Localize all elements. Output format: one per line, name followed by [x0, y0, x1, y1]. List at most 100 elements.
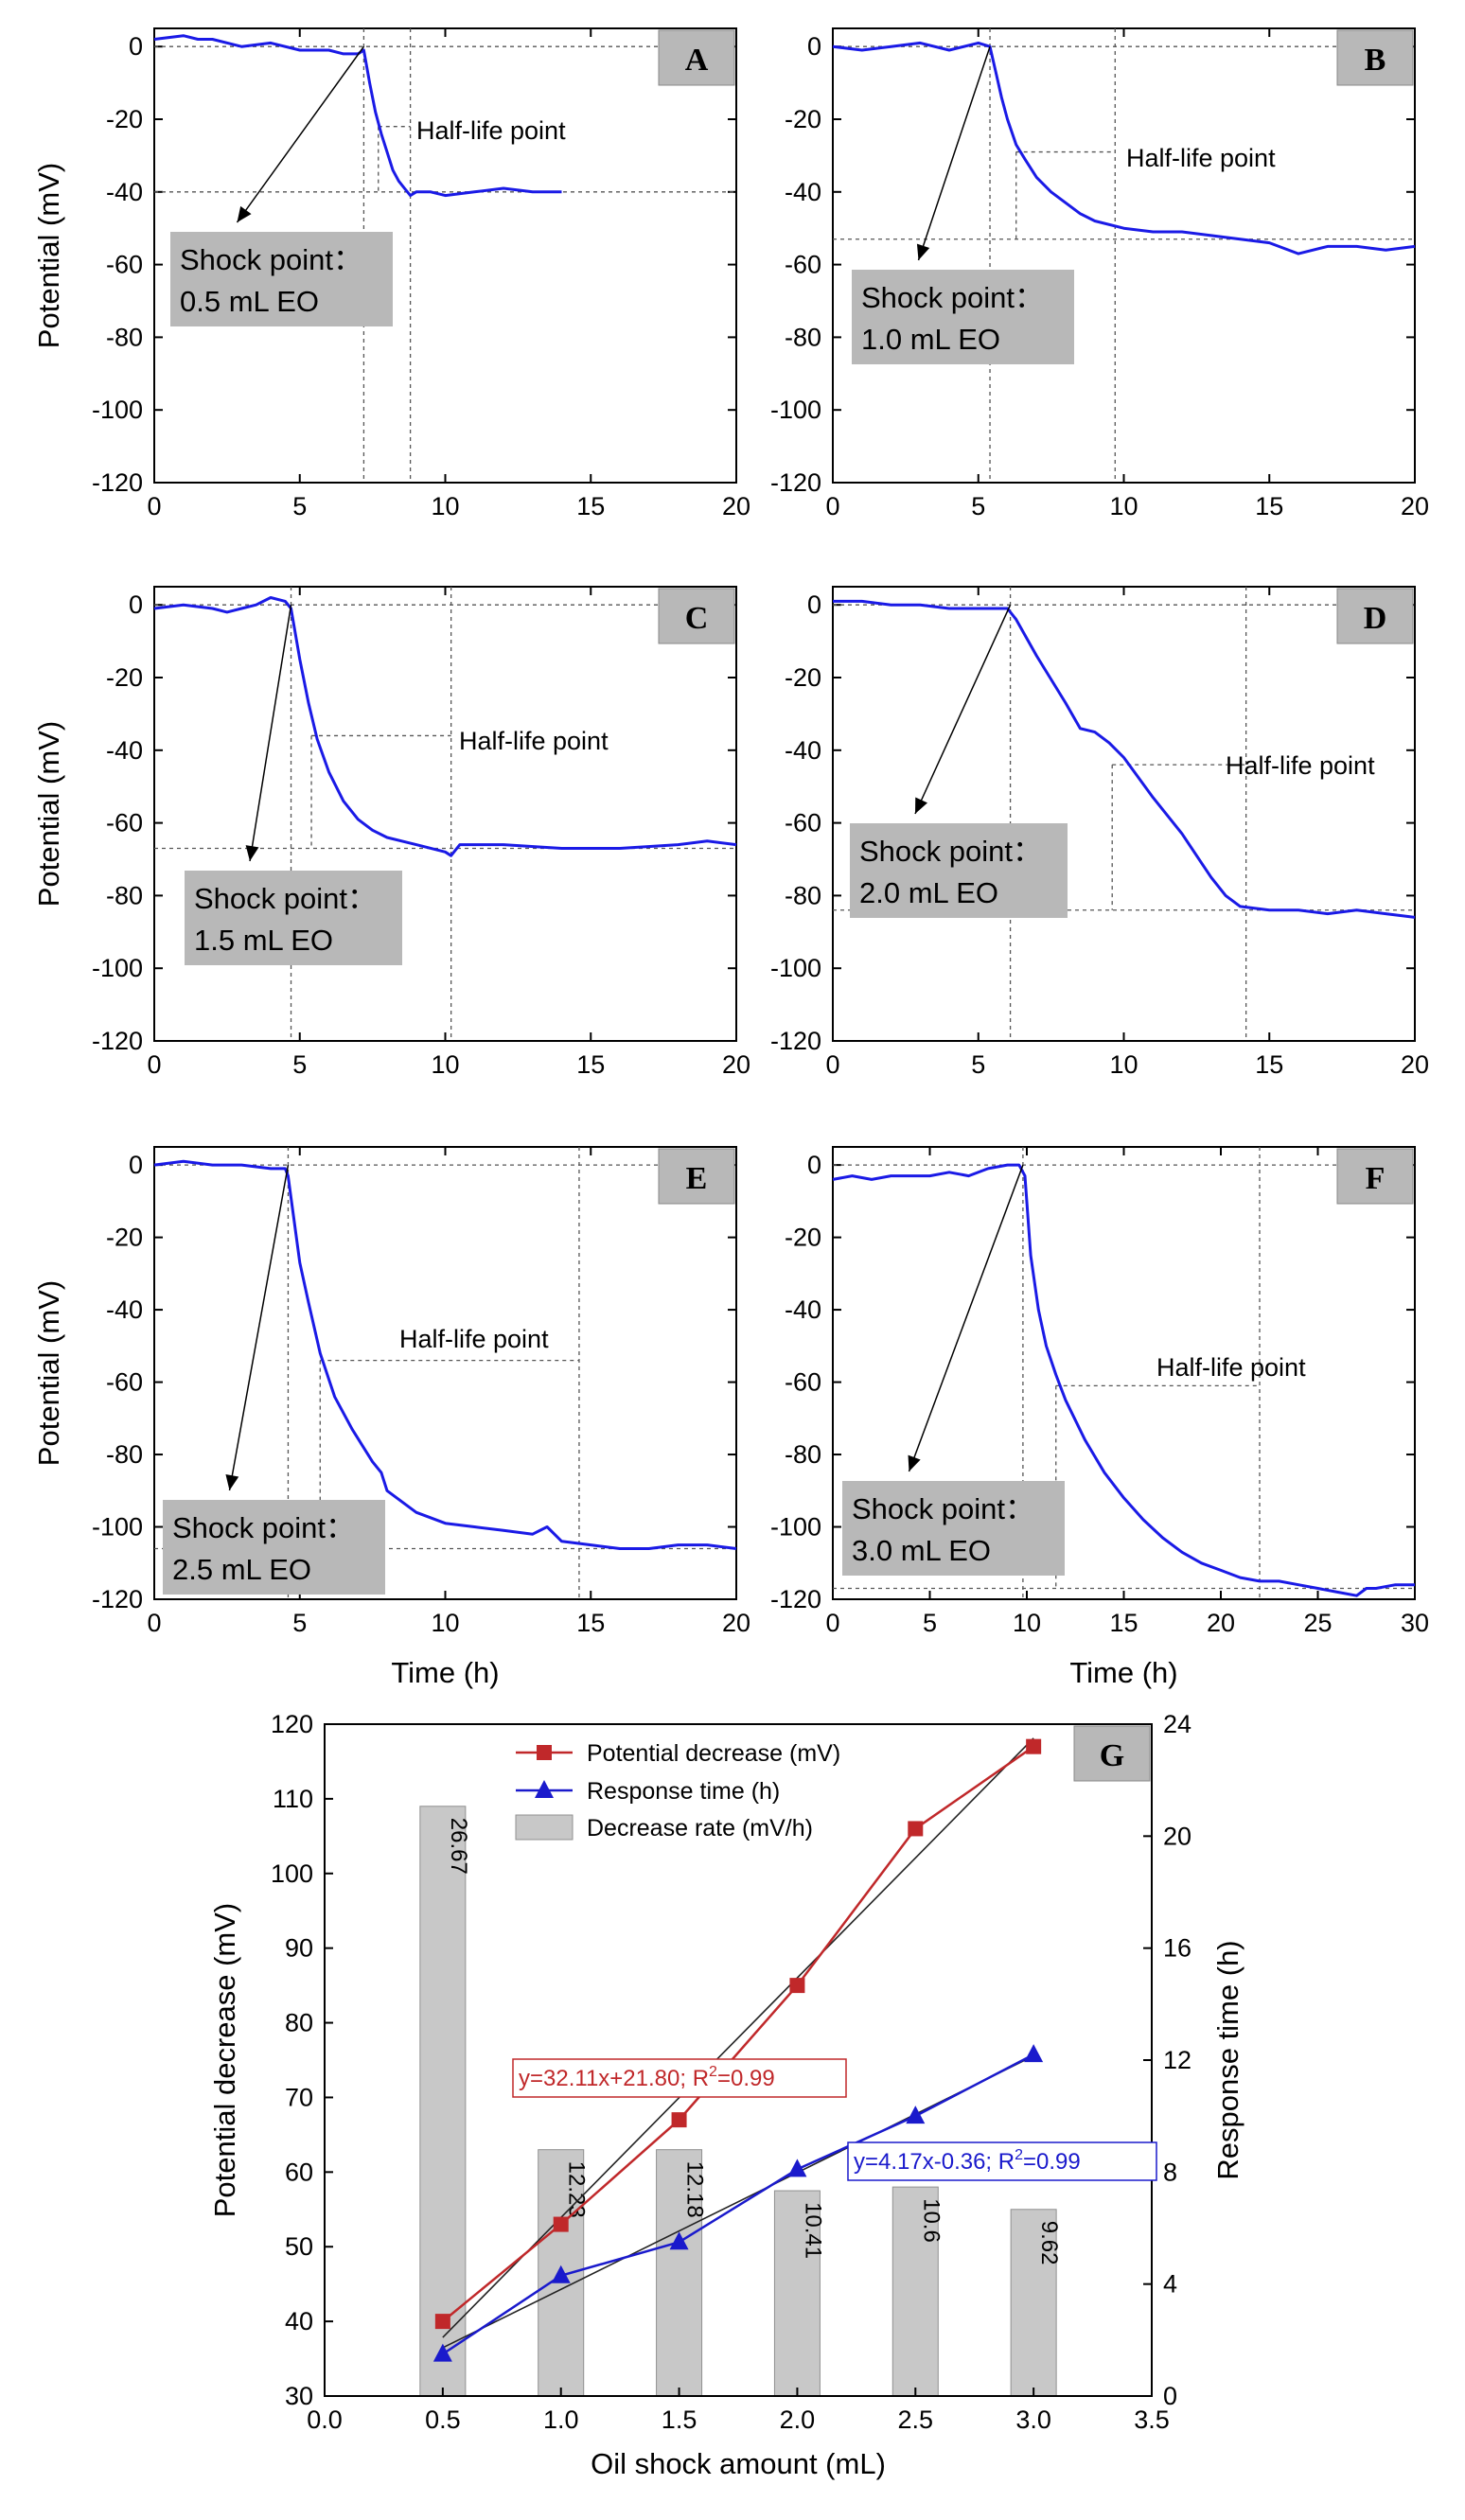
y-tick-label: 40 [285, 2307, 313, 2335]
y-tick-label: -100 [92, 1513, 143, 1542]
potential-decrease-marker [671, 2112, 687, 2128]
y2-tick-label: 24 [1163, 1710, 1191, 1738]
y-tick-label: -120 [770, 1585, 821, 1613]
x-tick-label: 2.0 [780, 2405, 816, 2434]
x-tick-label: 1.5 [662, 2405, 697, 2434]
rate-bar [891, 2186, 939, 2397]
potential-decrease-marker [789, 1978, 805, 1994]
rate-bar-label: 9.62 [1036, 2221, 1062, 2265]
y2-tick-label: 0 [1163, 2382, 1177, 2410]
shock-amount-label: 1.5 mL EO [194, 924, 333, 957]
x-tick-label: 15 [1255, 1050, 1283, 1079]
y-tick-label: -100 [92, 954, 143, 982]
potential-decrease-marker [1026, 1738, 1042, 1754]
equation-response: y=4.17x-0.36; R2=0.99 [854, 2147, 1081, 2175]
shock-arrow-head [915, 797, 928, 814]
response-time-marker [787, 2159, 807, 2177]
x-tick-label: 5 [971, 492, 985, 520]
y-tick-label: -20 [106, 105, 143, 133]
x-tick-label: 10 [431, 492, 459, 520]
rate-bar [656, 2149, 703, 2397]
shock-arrow-head [237, 205, 252, 222]
shock-point-box [163, 1500, 385, 1595]
x-tick-label: 30 [1401, 1609, 1429, 1637]
panel-letter: G [1100, 1738, 1124, 1773]
x-tick-label: 0 [147, 1609, 161, 1637]
x-tick-label: 5 [971, 1050, 985, 1079]
y-tick-label: -60 [106, 1368, 143, 1397]
rate-bar-label: 10.6 [918, 2198, 944, 2243]
panel-letter: B [1365, 43, 1386, 78]
panel-letter-box [1336, 588, 1414, 644]
y-tick-label: -80 [785, 881, 821, 909]
x-tick-label: 15 [1255, 492, 1283, 520]
x-tick-label: 0 [147, 492, 161, 520]
y-tick-label: 0 [129, 32, 143, 61]
y-tick-label: -80 [785, 1440, 821, 1469]
y-axis-label: Potential (mV) [32, 1280, 65, 1466]
panel-letter-box [658, 29, 735, 86]
shock-arrow-line [908, 1164, 1024, 1472]
x-tick-label: 0 [825, 1609, 839, 1637]
rate-bar [419, 1806, 467, 2397]
y-tick-label: -120 [92, 1585, 143, 1613]
y2-tick-label: 4 [1163, 2270, 1177, 2299]
x-tick-label: 0.0 [307, 2405, 343, 2434]
y-tick-label: -20 [785, 105, 821, 133]
shock-amount-label: 0.5 mL EO [180, 285, 319, 318]
x-tick-label: 0 [825, 492, 839, 520]
equation-response-box [847, 2141, 1157, 2181]
y-tick-label: -60 [785, 251, 821, 279]
y-tick-label: -100 [92, 396, 143, 424]
y-tick-label: -20 [785, 663, 821, 692]
potential-decrease-marker [553, 2216, 569, 2232]
response-time-marker [551, 2264, 571, 2283]
y-tick-label: -120 [770, 468, 821, 497]
y-tick-label: 60 [285, 2158, 313, 2186]
y-tick-label: -40 [106, 1295, 143, 1324]
panel-letter: A [685, 43, 709, 78]
half-life-label: Half-life point [1226, 751, 1375, 780]
y-tick-label: -80 [785, 323, 821, 351]
y-tick-label: -80 [106, 323, 143, 351]
x-tick-label: 20 [1401, 1050, 1429, 1079]
y-tick-label: -100 [770, 1513, 821, 1542]
y-tick-label: -60 [106, 251, 143, 279]
response-time-marker [432, 2343, 452, 2362]
x-tick-label: 10 [1013, 1609, 1041, 1637]
panel-letter-box [1336, 1148, 1414, 1205]
x-tick-label: 15 [576, 1609, 605, 1637]
y-tick-label: 100 [271, 1859, 313, 1888]
y-tick-label: -80 [106, 881, 143, 909]
shock-arrow-head [225, 1474, 239, 1490]
shock-point-box [185, 871, 402, 965]
half-life-label: Half-life point [1156, 1353, 1306, 1382]
y-axis-label: Potential (mV) [32, 163, 65, 348]
y-tick-label: -40 [106, 178, 143, 206]
potential-decrease-marker [908, 1821, 924, 1837]
x-tick-label: 5 [292, 1050, 307, 1079]
y-tick-label: 70 [285, 2083, 313, 2111]
x-tick-label: 25 [1303, 1609, 1332, 1637]
y-tick-label: -60 [106, 809, 143, 837]
shock-amount-label: 2.5 mL EO [172, 1553, 311, 1586]
y2-tick-label: 12 [1163, 2046, 1191, 2074]
y2-axis-label: Response time (h) [1211, 1940, 1244, 2179]
y-tick-label: -40 [106, 736, 143, 765]
legend-label-potential: Potential decrease (mV) [587, 1740, 840, 1767]
half-life-label: Half-life point [399, 1325, 549, 1353]
y2-tick-label: 16 [1163, 1934, 1191, 1963]
potential-curve [153, 34, 562, 198]
x-tick-label: 3.0 [1015, 2405, 1051, 2434]
legend-marker-response [535, 1780, 554, 1798]
rate-bar-label: 12.23 [564, 2161, 590, 2218]
panel-letter: E [686, 1161, 708, 1196]
x-tick-label: 15 [576, 1050, 605, 1079]
x-axis-label: Time (h) [1069, 1656, 1177, 1689]
x-tick-label: 10 [1109, 1050, 1138, 1079]
